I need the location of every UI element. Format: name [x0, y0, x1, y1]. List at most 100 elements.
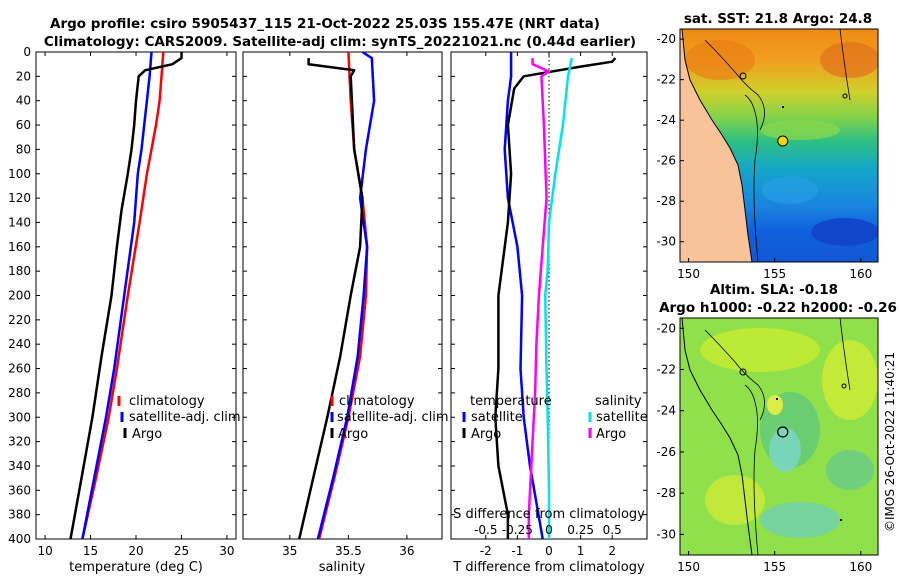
sst-map-ticks: 150 155 160 -20 -22 -24 -26 -28 -30: [656, 32, 872, 281]
series-line-t-satellite: [503, 52, 544, 539]
reef-dot: [782, 106, 784, 108]
y-tick-label: 0: [23, 45, 31, 59]
legend-label-satellite: satellite-adj. clim: [337, 410, 449, 425]
x-tick-label: 2: [608, 544, 616, 558]
legend-label-t-satellite: satellite: [471, 410, 523, 425]
bathymetry-contour: [839, 318, 851, 391]
sst-warm-patch: [820, 42, 878, 78]
sst-cool-patch: [762, 176, 818, 204]
depth-tick-labels: 0 20 40 60 80 100 120 140 160 180 200 220 240 260 280 3…: [8, 45, 31, 546]
x-tick-label: 20: [128, 544, 143, 558]
salinity-series: [297, 52, 376, 539]
island-marker: [841, 383, 847, 389]
y-tick-label: 340: [8, 459, 31, 473]
y-tick-label: 140: [8, 215, 31, 229]
island-marker: [739, 72, 747, 80]
legend-label-argo: Argo: [132, 427, 162, 442]
y-tick-label: 320: [8, 435, 31, 449]
salinity-legend: climatology satellite-adj. clim Argo: [330, 394, 449, 442]
salinity-ticks: 35 35.5 36: [243, 51, 442, 558]
s-tick-label: 0.25: [567, 523, 594, 537]
sst-mid-patch: [760, 120, 840, 140]
s-tick-label: -0.25: [502, 523, 533, 537]
legend-label-s-satellite: satellite: [596, 410, 648, 425]
map-y-tick-label: -30: [656, 527, 676, 541]
sla-patch: [705, 475, 765, 525]
x-tick-label: 36: [399, 544, 414, 558]
bathymetry-contour: [744, 384, 759, 555]
map-y-tick-label: -28: [656, 486, 676, 500]
bathymetry-contour: [704, 39, 765, 131]
sla-map-frame: [679, 317, 879, 556]
series-line-satellite-adj-clim: [316, 52, 376, 539]
reef-dot: [776, 398, 778, 400]
sla-map-image: [680, 318, 878, 555]
map-x-tick-label: 150: [677, 267, 700, 281]
x-tick-label: -1: [511, 544, 523, 558]
sla-patch: [767, 395, 783, 415]
bathymetry-contour: [704, 329, 765, 421]
x-tick-label: -2: [480, 544, 492, 558]
y-tick-label: 280: [8, 386, 31, 400]
difference-series: [494, 52, 617, 539]
sst-map-image: [680, 29, 878, 262]
coastline: [681, 318, 753, 555]
s-tick-label: -0.5: [474, 523, 497, 537]
series-line-s-argo: [527, 58, 551, 539]
y-tick-label: 100: [8, 167, 31, 181]
legend-label-climatology: climatology: [339, 394, 415, 409]
map-y-tick-label: -30: [656, 235, 676, 249]
sla-map-ticks: 150 155 160 -20 -22 -24 -26 -28 -30: [656, 321, 872, 574]
series-line-satellite-adj-clim: [81, 52, 153, 539]
y-tick-label: 160: [8, 240, 31, 254]
y-tick-label: 300: [8, 410, 31, 424]
y-tick-label: 120: [8, 191, 31, 205]
sst-map-title: sat. SST: 21.8 Argo: 24.8: [684, 11, 872, 27]
island-marker: [739, 368, 747, 376]
legend-label-t-argo: Argo: [471, 427, 501, 442]
y-tick-label: 180: [8, 264, 31, 278]
title-line-1: Argo profile: csiro 5905437_115 21-Oct-2…: [50, 16, 600, 32]
x-tick-label: 25: [174, 544, 189, 558]
x-tick-label: 15: [83, 544, 98, 558]
salinity-axes: [242, 51, 443, 540]
s-tick-label: 0: [545, 523, 553, 537]
series-line-argo: [297, 58, 364, 539]
legend-label-satellite: satellite-adj. clim: [129, 410, 241, 425]
sst-argo-position-marker: [777, 135, 789, 147]
difference-legend: temperature satellite Argo salinity sate…: [462, 394, 648, 442]
coastline: [681, 29, 753, 262]
map-y-tick-label: -26: [656, 154, 676, 168]
sla-argo-position-marker: [777, 426, 789, 438]
map-x-tick-label: 160: [849, 560, 872, 574]
sla-patch: [769, 428, 801, 472]
map-y-tick-label: -24: [656, 404, 676, 418]
map-y-tick-label: -28: [656, 194, 676, 208]
y-tick-label: 40: [16, 94, 31, 108]
temperature-xlabel: temperature (deg C): [69, 560, 203, 575]
series-line-argo: [69, 52, 183, 539]
bathymetry-contour: [839, 29, 851, 101]
map-x-tick-label: 150: [677, 560, 700, 574]
x-tick-label: 1: [577, 544, 585, 558]
legend-title-temperature: temperature: [470, 394, 552, 409]
temperature-axes: [35, 51, 237, 540]
map-y-tick-label: -26: [656, 445, 676, 459]
sla-patch: [822, 340, 878, 420]
y-tick-label: 360: [8, 483, 31, 497]
map-y-tick-label: -20: [656, 321, 676, 335]
sla-patch: [826, 450, 874, 490]
sla-patch: [700, 328, 820, 372]
y-tick-label: 240: [8, 337, 31, 351]
island-marker: [842, 93, 848, 99]
map-y-tick-label: -20: [656, 32, 676, 46]
y-tick-label: 260: [8, 362, 31, 376]
sst-cold-patch: [811, 218, 878, 246]
legend-label-s-argo: Argo: [596, 427, 626, 442]
map-y-tick-label: -22: [656, 363, 676, 377]
x-tick-label: 10: [37, 544, 52, 558]
map-y-tick-label: -22: [656, 73, 676, 87]
x-tick-label: 35: [282, 544, 297, 558]
map-y-tick-label: -24: [656, 113, 676, 127]
